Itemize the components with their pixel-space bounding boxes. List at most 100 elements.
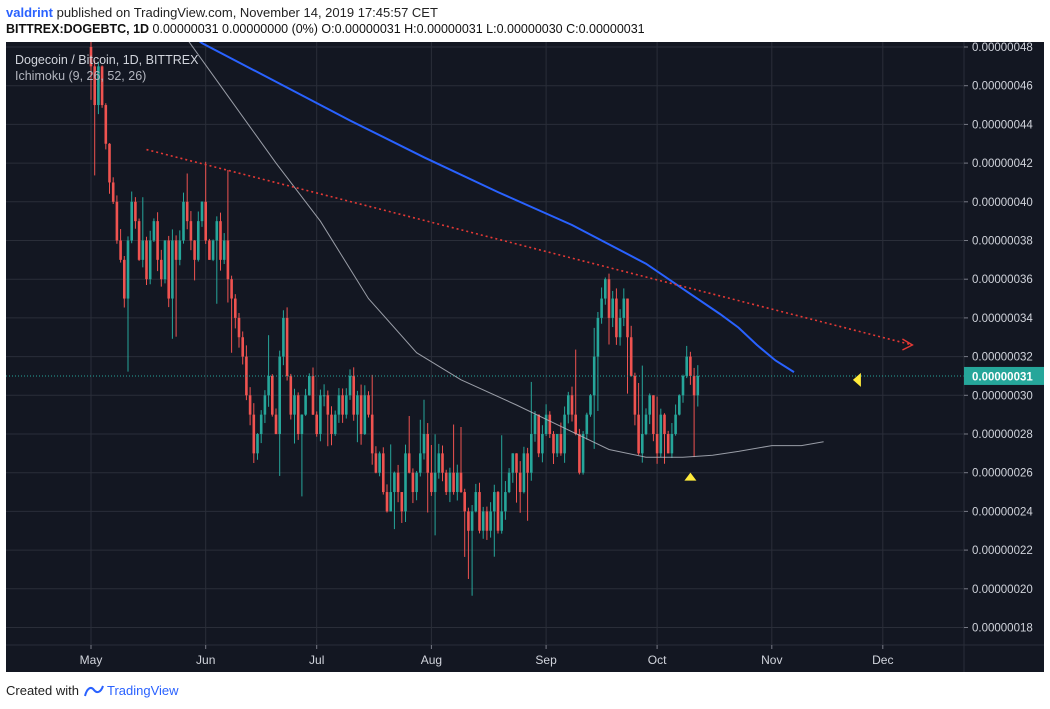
resistance-trendline[interactable] (146, 148, 913, 346)
candle-body (315, 414, 318, 434)
candle-body (618, 317, 622, 338)
candle-body (533, 414, 537, 434)
candle-body (234, 298, 237, 318)
candle-body (108, 143, 111, 183)
candle-body (123, 259, 126, 299)
y-tick-label: 0.00000044 (972, 119, 1033, 131)
candle-body (382, 453, 385, 493)
candle-body (689, 356, 692, 376)
candle-body (230, 279, 233, 299)
candle-body (629, 337, 633, 376)
last-price-tag (964, 366, 1044, 385)
candle-body (100, 66, 104, 106)
candle-body (171, 240, 174, 299)
time-axis[interactable]: May Jun Jul Aug Sep Oct Nov Dec (80, 645, 894, 667)
tradingview-brand: TradingView (106, 683, 179, 698)
last-price-label: 0.00000031 (972, 371, 1033, 383)
candle-body (515, 453, 518, 473)
candle-body (304, 395, 307, 415)
tradingview-logo-icon (84, 685, 104, 696)
candle-body (267, 375, 270, 396)
author-link[interactable]: valdrint (6, 5, 53, 20)
x-tick-label: Jul (309, 653, 324, 667)
candle-body (222, 240, 226, 260)
y-tick-label: 0.00000040 (972, 197, 1033, 209)
candle-body (692, 375, 696, 396)
candle-body (115, 201, 119, 241)
price-chart[interactable]: 0.00000048 0.00000046 0.00000044 0.00000042… (6, 42, 1044, 672)
candle-body (104, 105, 108, 144)
candle-body (648, 395, 651, 415)
candle-body (274, 414, 278, 434)
candle-body (422, 434, 426, 454)
candle-body (319, 395, 322, 434)
candle-body (378, 453, 381, 473)
candle-body (311, 375, 315, 415)
candle-body (211, 240, 215, 260)
tradingview-link[interactable]: TradingView (83, 683, 179, 698)
candle-body (596, 317, 600, 357)
candle-body (189, 221, 193, 241)
candle-body (333, 414, 337, 434)
candle-body (97, 66, 100, 106)
y-tick-label: 0.00000026 (972, 468, 1033, 480)
candle-body (248, 395, 252, 415)
chart-panel[interactable]: 0.00000048 0.00000046 0.00000044 0.00000042… (6, 42, 1044, 672)
candle-body (633, 375, 637, 415)
plot-area (6, 42, 964, 596)
candle-body (141, 240, 145, 260)
candle-body (296, 395, 300, 434)
candle-body (182, 201, 185, 241)
x-tick-label: Nov (761, 653, 782, 667)
candle-body (237, 317, 241, 338)
candle-body (655, 434, 659, 454)
candle-body (407, 453, 411, 473)
candle-body (219, 221, 222, 260)
candle-body (367, 395, 370, 415)
candle-body (293, 395, 296, 415)
candle-body (308, 375, 311, 396)
candle-body (370, 414, 374, 454)
up-triangle-marker (684, 472, 697, 481)
candle-body (507, 472, 511, 493)
ichimoku-label: Ichimoku (9, 26, 52, 26) (15, 69, 147, 83)
candle-body (345, 395, 348, 415)
candle-body (493, 492, 496, 512)
candle-body (463, 492, 466, 512)
ichimoku-cloud-line (188, 42, 824, 458)
candle-body (226, 240, 230, 280)
candle-body (681, 375, 685, 396)
candle-body (555, 434, 559, 454)
candle-body (559, 434, 563, 454)
candle-body (411, 472, 415, 493)
candle-body (607, 279, 611, 318)
candle-body (530, 434, 533, 473)
candle-body (285, 317, 289, 376)
candle-body (148, 240, 152, 280)
candle-body (437, 453, 441, 473)
candle-body (322, 395, 326, 397)
candle-body (541, 434, 544, 454)
candle-body (474, 492, 478, 512)
candle-body (300, 414, 304, 434)
candle-body (111, 182, 115, 202)
candle-body (674, 414, 677, 434)
y-tick-label: 0.00000036 (972, 274, 1033, 286)
candle-body (163, 240, 167, 280)
candle-body (415, 472, 418, 493)
candle-body (119, 240, 122, 260)
candle-body (419, 453, 422, 473)
price-axis[interactable]: 0.00000048 0.00000046 0.00000044 0.00000042… (964, 42, 1033, 635)
y-tick-label: 0.00000046 (972, 81, 1033, 93)
ohlc-values: 0.00000031 0.00000000 (0%) O:0.00000031 … (152, 22, 645, 36)
y-tick-label: 0.00000038 (972, 236, 1033, 248)
candle-body (208, 240, 211, 260)
candle-body (626, 298, 629, 338)
y-tick-label: 0.00000018 (972, 623, 1033, 635)
candle-body (145, 240, 148, 280)
candle-body (263, 395, 267, 415)
grid (6, 42, 964, 645)
candle-body (444, 472, 448, 493)
candle-body (441, 453, 444, 473)
candle-body (185, 201, 189, 222)
